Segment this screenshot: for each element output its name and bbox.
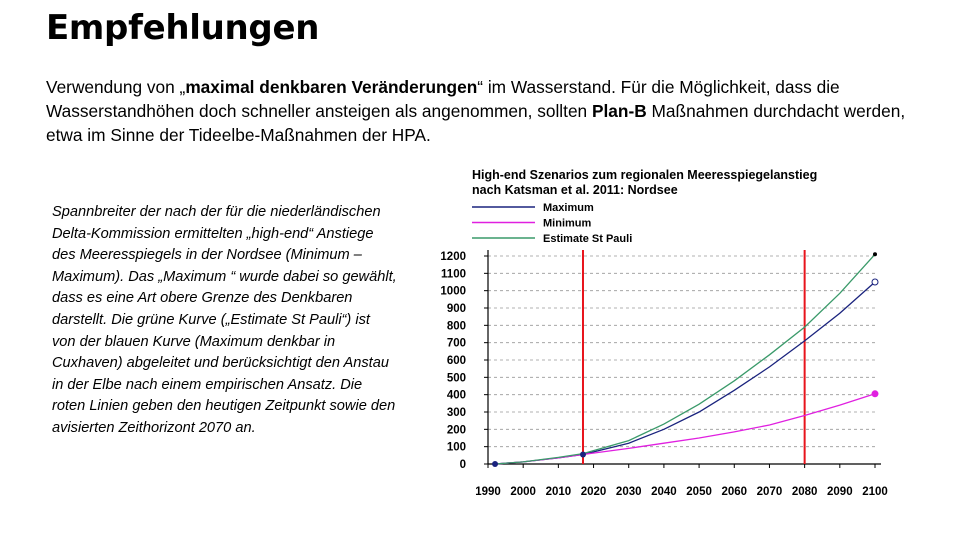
y-tick-label-100: 100 [447, 442, 466, 454]
y-tick-label-700: 700 [447, 338, 466, 350]
x-tick-label-2060: 2060 [721, 486, 747, 498]
x-tick-label-2020: 2020 [581, 486, 607, 498]
chart-title-line-2: nach Katsman et al. 2011: Nordsee [472, 183, 678, 197]
y-tick-label-200: 200 [447, 424, 466, 436]
series-line-1 [494, 393, 876, 465]
legend-label-1: Minimum [543, 218, 591, 230]
x-tick-label-2080: 2080 [792, 486, 818, 498]
chart-axes [487, 250, 881, 465]
sea-level-chart: High-end Szenarios zum regionalen Meeres… [440, 168, 888, 498]
y-tick-label-1100: 1100 [441, 268, 466, 280]
x-tick-label-2010: 2010 [546, 486, 572, 498]
x-tick-label-2050: 2050 [686, 486, 712, 498]
intro-bold-2: Plan-B [591, 101, 647, 121]
current-point [579, 451, 586, 458]
y-tick-label-300: 300 [447, 407, 466, 419]
y-tick-label-800: 800 [447, 320, 466, 332]
start-point [492, 461, 499, 467]
figure-caption: Spannbreiter der nach der für die nieder… [52, 204, 397, 436]
time-markers [581, 250, 806, 464]
y-tick-label-1000: 1000 [440, 286, 466, 298]
y-tick-label-1200: 1200 [440, 251, 466, 263]
intro-bold-1: maximal denkbaren Veränderungen [185, 77, 478, 97]
legend-label-0: Maximum [543, 202, 594, 214]
end-point-maximum [871, 278, 879, 286]
y-tick-label-900: 900 [447, 303, 466, 315]
chart-points [492, 252, 879, 467]
series-line-0 [494, 281, 876, 465]
series-line-2 [494, 253, 876, 465]
x-tick-label-2040: 2040 [651, 486, 677, 498]
x-tick-label-2030: 2030 [616, 486, 642, 498]
y-axis-ticks: 0 100 200 300 400 500 600 700 800 900 1000 1100 1200 [440, 251, 488, 471]
x-tick-label-2090: 2090 [827, 486, 853, 498]
x-axis-ticks: 1990 2000 2010 2020 2030 2040 2050 2060 2070 2080… [475, 464, 888, 498]
end-point-estimate [873, 252, 877, 257]
intro-text-1: Verwendung von „ [46, 77, 186, 97]
chart-series [494, 253, 876, 465]
x-tick-label-2100: 2100 [862, 486, 888, 498]
y-tick-label-0: 0 [460, 459, 466, 471]
chart-grid [488, 255, 875, 465]
y-tick-label-600: 600 [447, 355, 466, 367]
x-tick-label-2070: 2070 [757, 486, 783, 498]
slide-title: Empfehlungen [46, 8, 320, 48]
y-tick-label-500: 500 [447, 372, 466, 384]
intro-text-3: Maßnahmen durchdacht werden, etwa im Sin… [46, 101, 906, 145]
intro-paragraph: Verwendung von „maximal denkbaren Veränd… [46, 75, 936, 147]
x-tick-label-2000: 2000 [510, 486, 536, 498]
chart-title-line-1: High-end Szenarios zum regionalen Meeres… [472, 168, 817, 182]
chart-legend: Maximum Minimum Estimate St Pauli [472, 202, 632, 245]
legend-label-2: Estimate St Pauli [543, 233, 632, 245]
intro-text-2: “ im Wasserstand. Für die Möglichkeit, d… [46, 77, 840, 121]
end-point-minimum [871, 390, 879, 398]
x-tick-label-1990: 1990 [475, 486, 501, 498]
y-tick-label-400: 400 [447, 390, 466, 402]
